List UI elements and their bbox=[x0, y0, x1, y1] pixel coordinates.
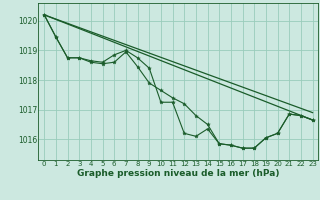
X-axis label: Graphe pression niveau de la mer (hPa): Graphe pression niveau de la mer (hPa) bbox=[77, 169, 280, 178]
